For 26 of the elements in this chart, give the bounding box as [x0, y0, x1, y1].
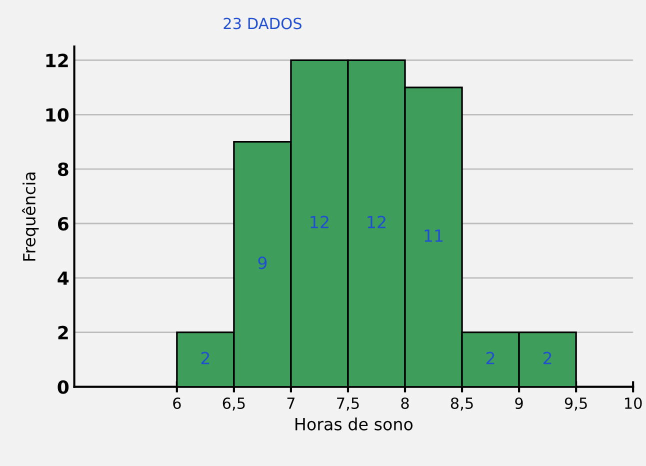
x-tick-label: 6	[173, 397, 181, 410]
y-tick-label: 8	[58, 162, 68, 176]
y-tick-label: 2	[58, 326, 68, 340]
data-label: 2	[201, 352, 210, 364]
x-tick-label: 9	[515, 397, 523, 410]
x-tick-label: 7,5	[337, 398, 359, 411]
data-label: 2	[543, 352, 552, 364]
y-tick-label: 4	[58, 272, 69, 285]
y-tick-label: 12	[46, 54, 68, 68]
data-label: 12	[310, 216, 328, 228]
y-tick-label: 0	[58, 380, 69, 394]
x-tick-label: 6,5	[222, 397, 245, 411]
data-label: 12	[368, 216, 386, 228]
x-tick-label: 10	[625, 397, 642, 410]
x-axis-title: Horas de sono	[296, 418, 413, 430]
data-label: 11	[424, 230, 443, 242]
data-label: 2	[486, 352, 494, 364]
x-tick-label: 8	[401, 397, 409, 410]
data-label: 9	[258, 256, 267, 270]
x-tick-label: 9,5	[564, 397, 587, 411]
y-tick-label: 6	[58, 216, 68, 231]
x-tick-label: 7	[287, 398, 295, 409]
y-axis-title: Frequência	[22, 172, 39, 261]
y-tick-label: 10	[46, 108, 69, 122]
text: 23 DADOS	[224, 18, 302, 30]
x-tick-label: 8,5	[450, 397, 473, 411]
